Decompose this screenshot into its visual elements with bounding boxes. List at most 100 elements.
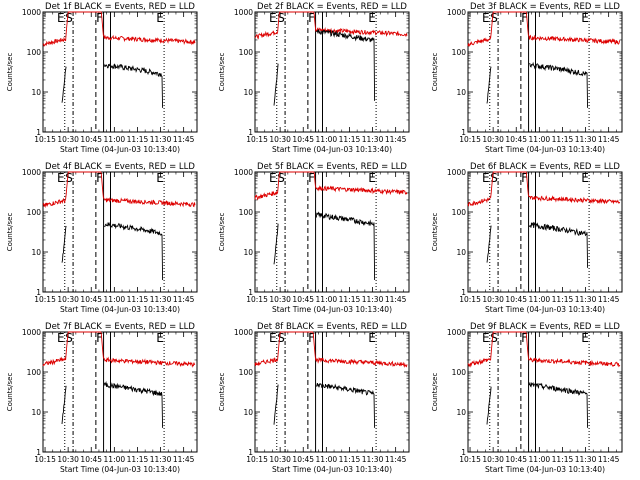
x-tick-label: 11:45 — [385, 455, 407, 464]
events-series-line — [315, 211, 376, 281]
x-axis-label: Start Time (04-Jun-03 10:13:40) — [60, 465, 180, 474]
events-rise-line — [61, 66, 67, 103]
x-tick-label: 10:15 — [459, 295, 481, 304]
x-tick-label: 11:45 — [173, 455, 195, 464]
panel-8: Det 8f BLACK = Events, RED = LLD 1 10 100 10… — [218, 322, 410, 474]
x-tick-label: 10:45 — [80, 455, 102, 464]
marker-label: E — [57, 331, 65, 345]
lld-series-line — [467, 11, 621, 47]
events-rise-line — [486, 225, 492, 263]
marker-label: E — [269, 11, 277, 25]
marker-label: F — [521, 171, 528, 185]
x-tick-label: 11:30 — [575, 135, 597, 144]
events-rise-line — [273, 223, 279, 265]
y-tick-label: 1000 — [22, 8, 41, 17]
x-tick-label: 10:30 — [57, 295, 79, 304]
x-tick-label: 10:15 — [34, 135, 56, 144]
marker-label: E — [482, 331, 490, 345]
x-tick-label: 10:45 — [292, 455, 314, 464]
events-series-line — [316, 29, 376, 101]
x-tick-label: 10:45 — [292, 295, 314, 304]
marker-label: S — [277, 331, 285, 345]
y-axis-label: Counts/sec — [6, 373, 14, 412]
x-tick-label: 11:15 — [127, 455, 149, 464]
y-tick-label: 10 — [243, 88, 253, 97]
y-axis-label: Counts/sec — [218, 53, 226, 92]
marker-label: S — [490, 331, 498, 345]
marker-label: S — [65, 171, 73, 185]
y-tick-label: 100 — [452, 368, 467, 377]
x-tick-label: 11:30 — [362, 455, 384, 464]
y-tick-label: 1 — [36, 288, 41, 297]
y-tick-label: 10 — [31, 88, 41, 97]
y-tick-label: 10 — [456, 88, 466, 97]
x-axis-label: Start Time (04-Jun-03 10:13:40) — [60, 305, 180, 314]
lld-series-line — [254, 11, 408, 40]
lld-series-line — [254, 331, 408, 368]
x-tick-label: 11:15 — [127, 295, 149, 304]
marker-label: E — [581, 331, 589, 345]
plot-frame — [467, 171, 623, 293]
x-axis-label: Start Time (04-Jun-03 10:13:40) — [60, 145, 180, 154]
lld-series-line — [467, 331, 621, 368]
marker-label: E — [368, 171, 376, 185]
panel-title: Det 3f BLACK = Events, RED = LLD — [470, 2, 620, 12]
x-tick-label: 11:45 — [385, 135, 407, 144]
y-axis-label: Counts/sec — [6, 213, 14, 252]
panel-title: Det 2f BLACK = Events, RED = LLD — [257, 2, 407, 12]
lld-series-line — [42, 11, 196, 47]
plot-frame — [42, 11, 198, 133]
x-tick-label: 10:45 — [505, 295, 527, 304]
panel-title: Det 4f BLACK = Events, RED = LLD — [45, 162, 195, 172]
x-tick-label: 11:00 — [104, 135, 126, 144]
x-tick-label: 11:00 — [316, 135, 338, 144]
x-axis-label: Start Time (04-Jun-03 10:13:40) — [485, 465, 605, 474]
x-tick-label: 10:30 — [269, 455, 291, 464]
y-tick-label: 1 — [248, 288, 253, 297]
plot-frame — [254, 331, 410, 453]
x-tick-label: 10:15 — [459, 135, 481, 144]
x-tick-label: 10:45 — [505, 455, 527, 464]
events-rise-line — [273, 63, 279, 106]
x-axis-label: Start Time (04-Jun-03 10:13:40) — [485, 305, 605, 314]
x-tick-label: 10:30 — [57, 135, 79, 144]
x-tick-label: 11:00 — [316, 455, 338, 464]
y-tick-label: 1000 — [22, 328, 41, 337]
x-tick-label: 11:45 — [598, 135, 620, 144]
x-tick-label: 11:15 — [552, 295, 574, 304]
x-tick-label: 11:45 — [173, 295, 195, 304]
x-tick-label: 10:30 — [482, 295, 504, 304]
x-tick-label: 10:30 — [269, 295, 291, 304]
x-tick-label: 11:15 — [552, 455, 574, 464]
y-tick-label: 1 — [36, 128, 41, 137]
panel-title: Det 8f BLACK = Events, RED = LLD — [257, 322, 407, 332]
x-tick-label: 10:15 — [246, 295, 268, 304]
y-tick-label: 10 — [456, 248, 466, 257]
marker-label: S — [490, 11, 498, 25]
marker-label: S — [490, 171, 498, 185]
events-series-line — [528, 381, 589, 428]
panel-9: Det 9f BLACK = Events, RED = LLD 1 10 100 10… — [431, 322, 623, 474]
marker-label: F — [96, 171, 103, 185]
y-tick-label: 100 — [452, 208, 467, 217]
x-tick-label: 11:15 — [127, 135, 149, 144]
y-tick-label: 10 — [31, 248, 41, 257]
events-series-line — [103, 381, 164, 428]
y-tick-label: 100 — [27, 368, 42, 377]
y-tick-label: 1000 — [447, 328, 466, 337]
y-tick-label: 10 — [243, 248, 253, 257]
x-tick-label: 11:00 — [104, 295, 126, 304]
x-tick-label: 10:15 — [246, 135, 268, 144]
y-axis-label: Counts/sec — [218, 213, 226, 252]
plot-frame — [42, 331, 198, 453]
y-tick-label: 1000 — [447, 168, 466, 177]
lld-series-line — [42, 171, 196, 209]
x-tick-label: 11:30 — [150, 295, 172, 304]
x-tick-label: 11:30 — [575, 295, 597, 304]
marker-label: F — [96, 11, 103, 25]
x-tick-label: 11:00 — [529, 295, 551, 304]
x-tick-label: 10:15 — [34, 455, 56, 464]
panel-title: Det 7f BLACK = Events, RED = LLD — [45, 322, 195, 332]
events-rise-line — [61, 385, 67, 425]
